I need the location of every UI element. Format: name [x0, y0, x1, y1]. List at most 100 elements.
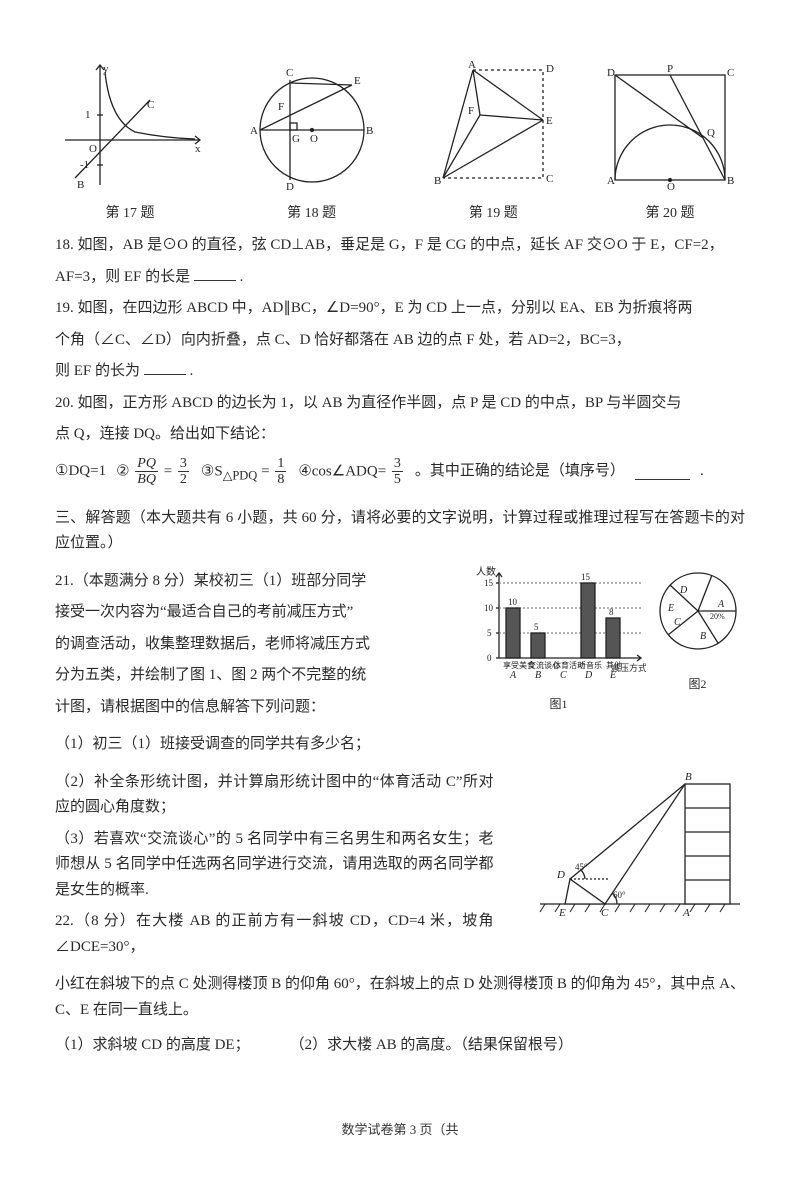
label-A: A: [468, 60, 476, 71]
svg-text:45°: 45°: [575, 862, 588, 872]
q21-l4: 分为五类，并绘制了图 1、图 2 两个不完整的统: [55, 663, 447, 689]
q20-c3: ③S△PDQ = 1 8: [201, 456, 288, 488]
q20-formula: ①DQ=1 ② PQ BQ = 3 2 ③S△PDQ = 1 8 ④cos∠AD…: [55, 456, 745, 488]
q21-p3: （3）若喜欢“交流谈心”的 5 名同学中有三名男生和两名女生；老师想从 5 名同…: [55, 827, 494, 904]
frac-3-2: 3 2: [178, 456, 189, 488]
q20-line1: 20. 如图，正方形 ABCD 的边长为 1，以 AB 为直径作半圆，点 P 是…: [55, 391, 745, 417]
label-C: C: [546, 173, 553, 185]
q21-p2: （2）补全条形统计图，并计算扇形统计图中的“体育活动 C”所对应的圆心角度数；: [55, 770, 494, 821]
svg-text:15: 15: [581, 572, 591, 582]
q20-c1: ①DQ=1: [55, 459, 106, 485]
svg-text:人数: 人数: [476, 565, 496, 578]
pie-caption: 图2: [650, 674, 745, 694]
svg-text:E: E: [558, 907, 566, 919]
label-B: B: [434, 175, 441, 187]
label-Q: Q: [707, 127, 715, 139]
label-F: F: [468, 105, 474, 117]
q20-c4: ④cos∠ADQ= 3 5: [298, 456, 405, 488]
svg-text:0: 0: [487, 653, 492, 663]
q18-line2: AF=3，则 EF 的长是 .: [55, 265, 745, 291]
label-B: B: [727, 175, 734, 187]
q22-svg: 45° 60° B D E C A: [535, 764, 745, 919]
figure-17-svg: y x O C B 1 -1: [55, 60, 205, 190]
q19-blank: [144, 359, 186, 375]
exam-page: y x O C B 1 -1 第 17 题: [0, 0, 800, 1181]
q19-line3-text: 则 EF 的长为: [55, 363, 144, 379]
bar-caption: 图1: [471, 694, 646, 714]
svg-text:C: C: [601, 907, 609, 919]
bar-chart-wrap: 人数 减压方式 0 5 10 15 1: [471, 563, 646, 715]
page-footer: 数学试卷第 3 页（共: [55, 1119, 745, 1141]
q21-l5: 计图，请根据图中的信息解答下列问题：: [55, 695, 447, 721]
q19-line3: 则 EF 的长为 .: [55, 359, 745, 385]
label-G: G: [292, 133, 300, 145]
label-O: O: [89, 143, 97, 155]
q22-parts: （1）求斜坡 CD 的高度 DE； （2）求大楼 AB 的高度。（结果保留根号）: [55, 1033, 745, 1059]
q21: 21.（本题满分 8 分）某校初三（1）班部分同学 接受一次内容为“最适合自己的…: [55, 563, 745, 727]
svg-text:20%: 20%: [710, 612, 725, 621]
q21-l1: 21.（本题满分 8 分）某校初三（1）班部分同学: [55, 569, 447, 595]
label-O: O: [667, 181, 675, 190]
q20-tail-a: 。其中正确的结论是（填序号）: [415, 459, 625, 485]
q22-line2: 小红在斜坡下的点 C 处测得楼顶 B 的仰角 60°，在斜坡上的点 D 处测得楼…: [55, 972, 745, 1023]
q21-l2: 接受一次内容为“最适合自己的考前减压方式”: [55, 600, 447, 626]
label-E: E: [546, 115, 553, 127]
svg-text:D: D: [556, 869, 565, 881]
svg-text:其他: 其他: [606, 660, 622, 670]
label-E: E: [354, 75, 361, 87]
label-D: D: [607, 67, 615, 79]
q21-p1: （1）初三（1）班接受调查的同学共有多少名；: [55, 732, 745, 758]
svg-text:B: B: [700, 631, 706, 642]
svg-text:A: A: [717, 599, 725, 610]
q19-line1: 19. 如图，在四边形 ABCD 中，AD∥BC，∠D=90°，E 为 CD 上…: [55, 296, 745, 322]
svg-text:10: 10: [508, 597, 518, 607]
q22-part2: （2）求大楼 AB 的高度。（结果保留根号）: [290, 1033, 573, 1059]
q22-part1: （1）求斜坡 CD 的高度 DE；: [55, 1033, 250, 1059]
svg-text:C: C: [674, 617, 681, 628]
q18-line2-text: AF=3，则 EF 的长是: [55, 269, 194, 285]
frac-1-8: 1 8: [275, 456, 286, 488]
svg-text:听音乐: 听音乐: [578, 660, 602, 670]
label-1: 1: [85, 109, 91, 121]
bar-chart: 人数 减压方式 0 5 10 15 1: [471, 563, 646, 683]
q22-line1: 22.（8 分）在大楼 AB 的正前方有一斜坡 CD，CD=4 米，坡角∠DCE…: [55, 909, 494, 960]
q21-text: 21.（本题满分 8 分）某校初三（1）班部分同学 接受一次内容为“最适合自己的…: [55, 563, 447, 727]
svg-text:E: E: [609, 670, 616, 681]
svg-text:D: D: [584, 670, 593, 681]
pie-chart: A 20% B C D E: [650, 563, 745, 663]
label-C: C: [147, 99, 154, 111]
svg-text:5: 5: [534, 622, 539, 632]
frac-pq-bq: PQ BQ: [135, 456, 158, 488]
label-F: F: [278, 101, 284, 113]
label-A: A: [250, 125, 258, 137]
frac-3-5: 3 5: [392, 456, 403, 488]
q19-line2: 个角（∠C、∠D）向内折叠，点 C、D 恰好都落在 AB 边的点 F 处，若 A…: [55, 328, 745, 354]
figure-18: A B C D E F G O 第 18 题: [232, 60, 392, 225]
label-y: y: [103, 63, 109, 75]
svg-text:A: A: [509, 670, 517, 681]
q21-p2-p3-and-fig22: （2）补全条形统计图，并计算扇形统计图中的“体育活动 C”所对应的圆心角度数； …: [55, 764, 745, 967]
figure-20-svg: A B C D P Q O: [595, 60, 745, 190]
label-A: A: [607, 175, 615, 187]
svg-text:10: 10: [484, 603, 494, 613]
svg-text:B: B: [535, 670, 541, 681]
label-m1: -1: [80, 159, 89, 171]
svg-text:B: B: [685, 771, 692, 783]
figure-20: A B C D P Q O 第 20 题: [595, 60, 745, 225]
q20-blank: [635, 464, 690, 480]
label-D: D: [286, 181, 294, 190]
svg-text:E: E: [667, 603, 674, 614]
svg-text:A: A: [682, 907, 690, 919]
pie-chart-wrap: A 20% B C D E 图2: [650, 563, 745, 695]
label-B: B: [77, 179, 84, 190]
q18-blank: [194, 265, 236, 281]
q20-line2: 点 Q，连接 DQ。给出如下结论：: [55, 422, 745, 448]
q18-line1: 18. 如图，AB 是⊙O 的直径，弦 CD⊥AB，垂足是 G，F 是 CG 的…: [55, 233, 745, 259]
q19-line3-end: .: [190, 363, 194, 379]
section-3-title: 三、解答题（本大题共有 6 小题，共 60 分，请将必要的文字说明，计算过程或推…: [55, 506, 745, 557]
label-C: C: [727, 67, 734, 79]
figure-18-caption: 第 18 题: [232, 202, 392, 226]
q22-figure: 45° 60° B D E C A: [504, 764, 746, 967]
q20-tail-b: .: [700, 459, 704, 485]
label-C: C: [286, 67, 293, 79]
